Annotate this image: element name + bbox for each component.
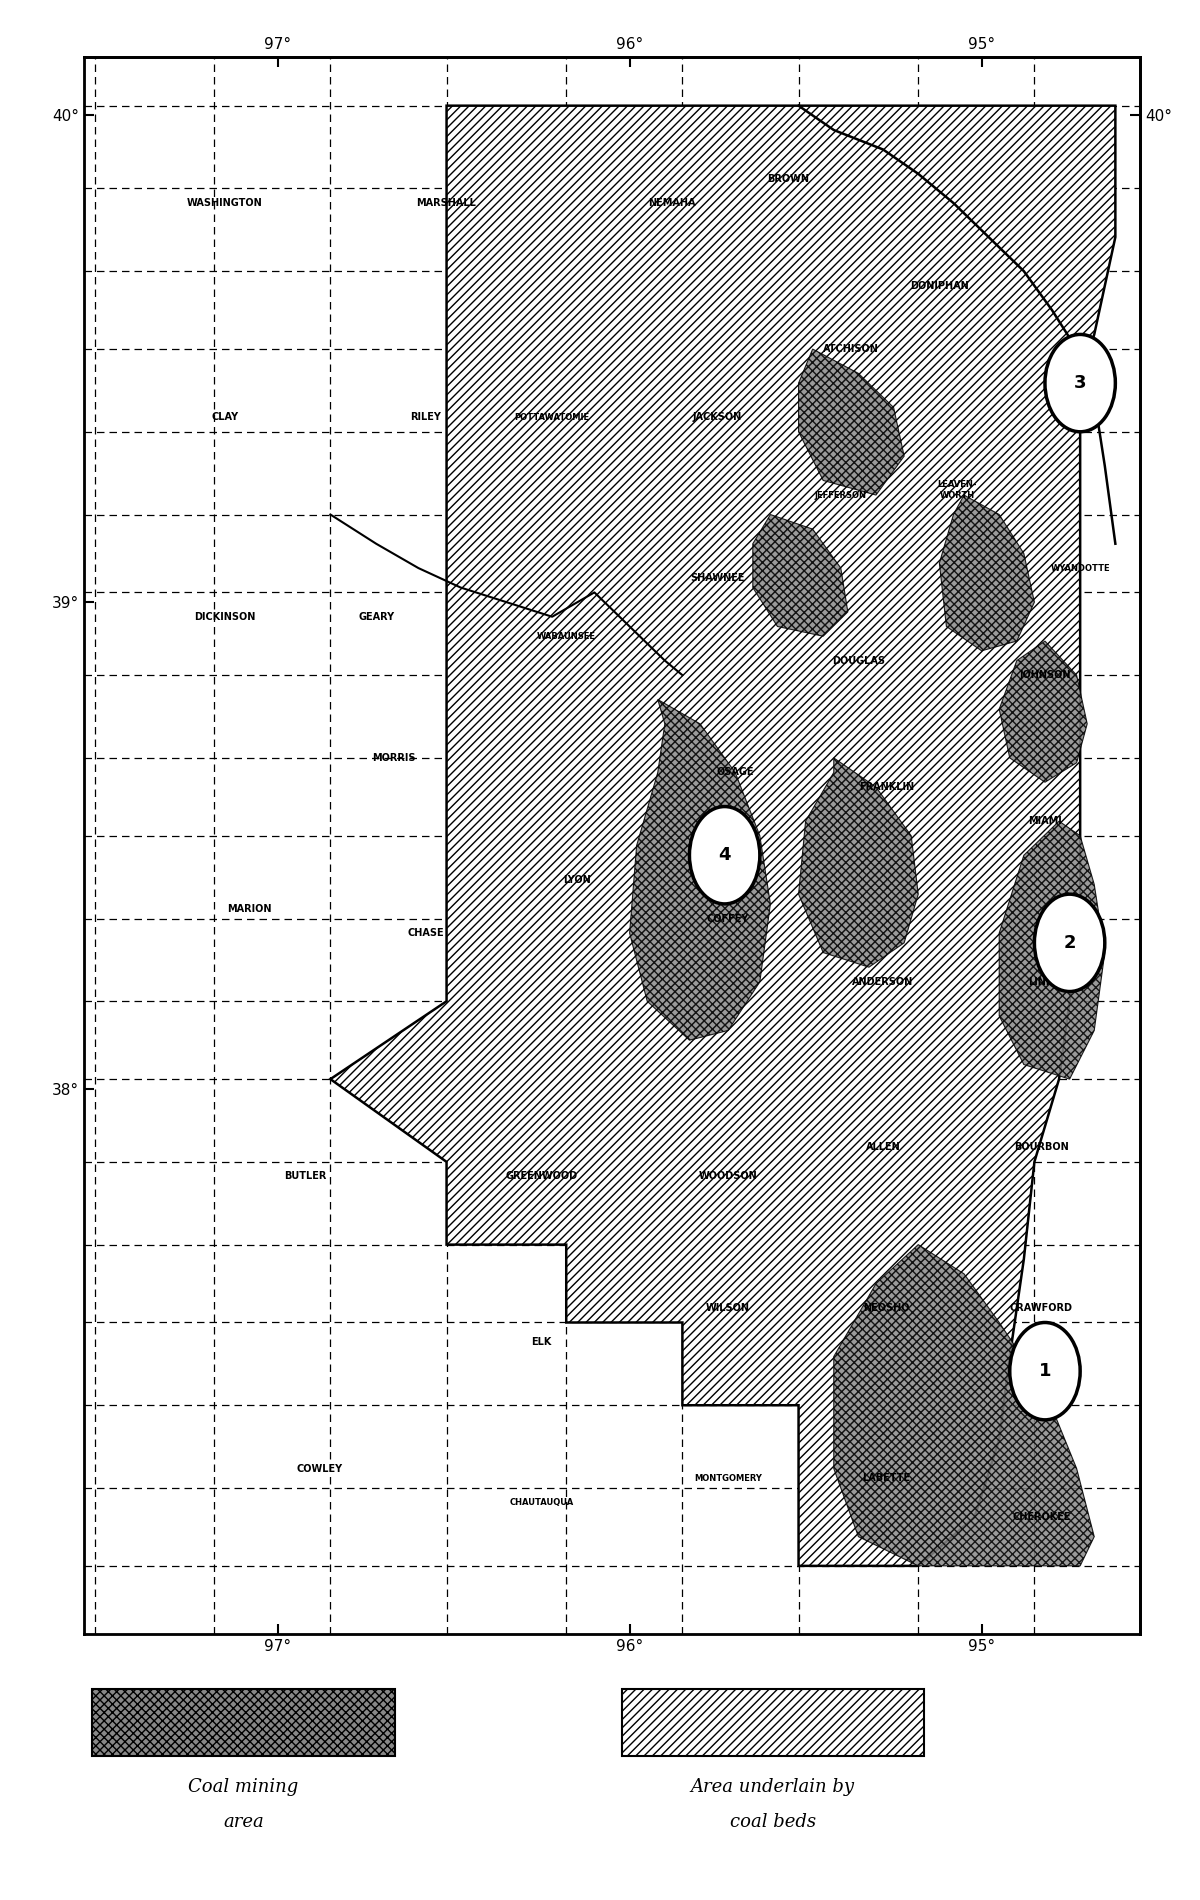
Text: WYANDOTTE: WYANDOTTE (1050, 564, 1110, 572)
Text: CHASE: CHASE (407, 927, 444, 939)
Text: WASHINGTON: WASHINGTON (187, 198, 263, 207)
Text: DOUGLAS: DOUGLAS (832, 656, 884, 665)
Text: ANDERSON: ANDERSON (852, 977, 913, 986)
Text: GREENWOOD: GREENWOOD (505, 1172, 577, 1182)
Polygon shape (330, 106, 1115, 1566)
Text: MIAMI: MIAMI (1028, 817, 1062, 826)
Polygon shape (1000, 640, 1087, 783)
Polygon shape (798, 350, 904, 496)
Text: ELK: ELK (532, 1338, 552, 1347)
Polygon shape (630, 699, 770, 1039)
Circle shape (1009, 1322, 1080, 1419)
Text: CRAWFORD: CRAWFORD (1010, 1303, 1073, 1313)
Text: COWLEY: COWLEY (296, 1463, 343, 1474)
Text: WILSON: WILSON (706, 1303, 750, 1313)
Text: OSAGE: OSAGE (716, 768, 754, 777)
Text: ALLEN: ALLEN (865, 1142, 900, 1151)
Bar (92, 1689, 395, 1756)
Text: JOHNSON: JOHNSON (1019, 671, 1070, 680)
Text: BROWN: BROWN (767, 173, 809, 184)
Text: DONIPHAN: DONIPHAN (910, 281, 968, 291)
Polygon shape (752, 515, 848, 637)
Polygon shape (798, 758, 918, 967)
Circle shape (690, 808, 760, 904)
Text: coal beds: coal beds (730, 1813, 816, 1832)
Polygon shape (834, 1244, 1094, 1566)
Text: GEARY: GEARY (358, 612, 395, 621)
Text: COFFEY: COFFEY (707, 914, 749, 923)
Text: JEFFERSON: JEFFERSON (815, 490, 866, 500)
Text: 3: 3 (1074, 374, 1086, 391)
Text: BOURBON: BOURBON (1014, 1142, 1069, 1151)
Circle shape (1045, 334, 1115, 431)
Text: CHAUTAUQUA: CHAUTAUQUA (510, 1497, 574, 1507)
Text: DICKINSON: DICKINSON (194, 612, 256, 621)
Text: MONTGOMERY: MONTGOMERY (695, 1474, 762, 1482)
Text: JACKSON: JACKSON (692, 412, 743, 422)
Text: 1: 1 (1039, 1362, 1051, 1379)
Text: Coal mining: Coal mining (188, 1778, 299, 1796)
Text: LEAVEN-
WORTH: LEAVEN- WORTH (937, 481, 977, 500)
Text: 2: 2 (1063, 933, 1076, 952)
Text: CHEROKEE: CHEROKEE (1012, 1512, 1070, 1522)
Text: NEMAHA: NEMAHA (648, 198, 696, 207)
Text: LYON: LYON (563, 874, 590, 885)
Polygon shape (940, 496, 1034, 652)
Text: LABETTE: LABETTE (863, 1472, 911, 1484)
Text: WOODSON: WOODSON (698, 1172, 757, 1182)
Text: FRANKLIN: FRANKLIN (859, 783, 914, 792)
Text: MARSHALL: MARSHALL (416, 198, 476, 207)
Text: NEOSHO: NEOSHO (863, 1303, 910, 1313)
Circle shape (1034, 895, 1105, 992)
Text: MARION: MARION (227, 904, 271, 914)
Text: Area underlain by: Area underlain by (691, 1778, 854, 1796)
Text: area: area (223, 1813, 264, 1832)
Bar (622, 1689, 924, 1756)
Text: CLAY: CLAY (211, 412, 239, 422)
Polygon shape (1000, 821, 1105, 1079)
Text: RILEY: RILEY (410, 412, 440, 422)
Text: MORRIS: MORRIS (372, 752, 415, 764)
Text: WABAUNSEE: WABAUNSEE (536, 631, 595, 640)
Text: SHAWNEE: SHAWNEE (690, 572, 745, 583)
Text: ATCHISON: ATCHISON (823, 344, 880, 353)
Text: BUTLER: BUTLER (284, 1172, 326, 1182)
Text: LINN: LINN (1028, 977, 1055, 986)
Text: 4: 4 (719, 846, 731, 864)
Text: POTTAWATOMIE: POTTAWATOMIE (515, 412, 589, 422)
